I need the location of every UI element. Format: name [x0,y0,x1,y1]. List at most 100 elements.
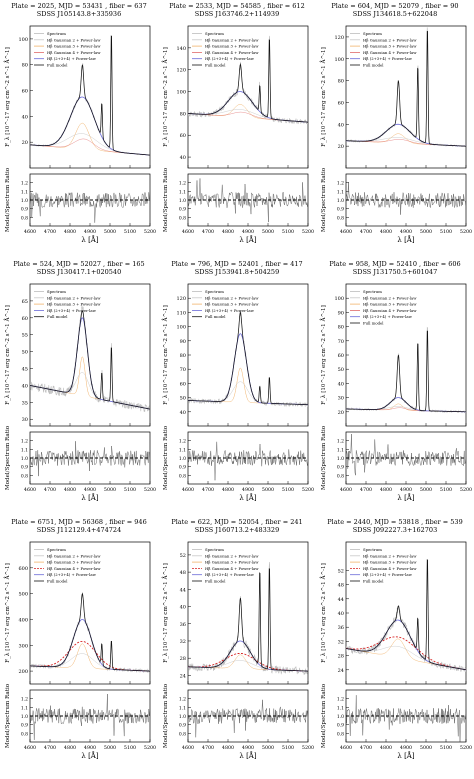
legend-item: Spectrum [205,547,224,552]
chart-subtitle: SDSS J163746.2+114939 [195,10,279,18]
gauss3-component-line [346,638,466,671]
y-tick-label: 120 [334,35,344,41]
ratio-tick-label: 1.0 [337,456,344,462]
y-tick-label: 24 [180,673,186,679]
legend-item: Full model [363,63,384,68]
x-tick-label: 5000 [104,487,116,493]
y-tick-label: 24 [338,668,344,674]
y-tick-label: 60 [180,381,186,387]
x-tick-label: 5100 [282,745,294,751]
ratio-tick-label: 0.9 [179,465,186,471]
plot-area [346,27,466,148]
ratio-tick-label: 1.1 [179,447,186,453]
y-tick-label: 36 [338,625,344,631]
x-tick-label: 4900 [242,229,254,235]
ratio-tick-label: 1.0 [21,198,28,204]
y-tick-label: 120 [176,296,186,302]
legend-item: Full model [363,579,384,584]
y-tick-label: 48 [180,570,186,576]
legend-item: Hβ Gaussian 2 + Power-law [47,553,101,558]
ratio-tick-label: 1.0 [179,456,186,462]
chart-panel-6: Plate = 958, MJD = 52410 , fiber = 606SD… [319,260,472,502]
legend-item: Hβ Gaussian 4 + Power-law [47,50,101,55]
ratio-axis-label: Model/Spectrum Ratio [321,425,327,490]
y-tick-label: 80 [338,79,344,85]
ratio-tick-label: 0.9 [179,207,186,213]
legend-item: Full model [205,579,226,584]
y-tick-label: 40 [180,410,186,416]
chart-subtitle: SDSS J130417.1+020540 [37,268,121,276]
y-tick-label: 110 [176,310,186,316]
y-tick-label: 40 [338,381,344,387]
ratio-axis-label: Model/Spectrum Ratio [163,167,169,232]
gauss3-component-line [346,133,466,147]
x-tick-label: 4600 [24,229,36,235]
ratio-axis-label: Model/Spectrum Ratio [163,425,169,490]
y-axis-label: F_λ [10^-17 erg cm^-2 s^-1 Å^-1] [3,563,11,663]
legend-item: Full model [47,314,68,319]
ratio-area [345,695,467,743]
ratio-tick-label: 1.2 [21,439,28,445]
chart-subtitle: SDSS J160713.2+483329 [195,526,279,534]
spectrum-line [188,561,308,676]
x-tick-label: 5000 [420,745,432,751]
legend-item: Spectrum [363,547,382,552]
legend-item: Hβ Gaussian 3 + Power-law [205,302,259,307]
ratio-line [187,699,309,738]
chart-title: Plate = 622, MJD = 52054 , fiber = 241 [171,518,302,526]
chart-panel-5: Plate = 796, MJD = 52401 , fiber = 417SD… [161,260,314,502]
chart-title: Plate = 2025, MJD = 53431 , fiber = 637 [11,2,146,10]
ratio-tick-label: 0.8 [21,731,28,737]
legend-item: Hβ (2+3+4) + Power-law [47,308,97,313]
y-tick-label: 20 [22,140,28,146]
y-tick-label: 52 [180,553,186,559]
x-tick-label: 4800 [380,487,392,493]
x-tick-label: 4700 [360,745,372,751]
y-tick-label: 100 [176,90,186,96]
full-model-line [30,35,150,156]
full-model-line [346,330,466,413]
chart-panel-1: Plate = 2025, MJD = 53431 , fiber = 637S… [3,2,156,244]
x-tick-label: 5000 [262,229,274,235]
y-tick-label: 500 [18,592,28,598]
x-tick-label: 5000 [262,487,274,493]
y-axis-label: F_λ [10^-17 erg cm^-2 s^-1 Å^-1] [161,563,169,663]
chart-subtitle: SDSS J131750.5+601047 [353,268,437,276]
y-tick-label: 30 [338,396,344,402]
ratio-area [29,441,151,477]
x-tick-label: 5100 [282,487,294,493]
y-tick-label: 50 [180,396,186,402]
x-tick-label: 5000 [104,745,116,751]
y-tick-label: 35 [22,400,28,406]
chart-panel-9: Plate = 2440, MJD = 53818 , fiber = 539S… [319,518,472,760]
ratio-tick-label: 0.8 [179,215,186,221]
ratio-tick-label: 1.2 [337,439,344,445]
x-tick-label: 4600 [24,745,36,751]
y-tick-label: 40 [180,605,186,611]
broad-component-line [30,317,150,410]
ratio-tick-label: 1.1 [21,189,28,195]
broad-component-line [188,91,308,123]
y-tick-label: 55 [22,333,28,339]
x-tick-label: 4700 [44,229,56,235]
y-tick-label: 20 [338,410,344,416]
spectrum-line [188,310,308,408]
x-tick-label: 4800 [380,745,392,751]
legend-item: Hβ Gaussian 2 + Power-law [205,553,259,558]
ratio-tick-label: 0.9 [337,465,344,471]
ratio-area [187,441,309,481]
legend-item: Hβ Gaussian 3 + Power-law [205,44,259,49]
x-axis-label: λ [Å] [239,751,256,760]
ratio-tick-label: 0.9 [179,723,186,729]
x-axis-label: λ [Å] [239,235,256,244]
legend-item: Spectrum [363,31,382,36]
legend-item: Hβ (2+3+4) + Power-law [47,56,97,61]
y-axis-label: F_λ [10^-17 erg cm^-2 s^-1 Å^-1] [3,47,11,147]
legend-item: Hβ (2+3+4) + Power-law [47,572,97,577]
x-axis-label: λ [Å] [397,751,414,760]
x-tick-label: 4900 [84,487,96,493]
x-tick-label: 4800 [380,229,392,235]
